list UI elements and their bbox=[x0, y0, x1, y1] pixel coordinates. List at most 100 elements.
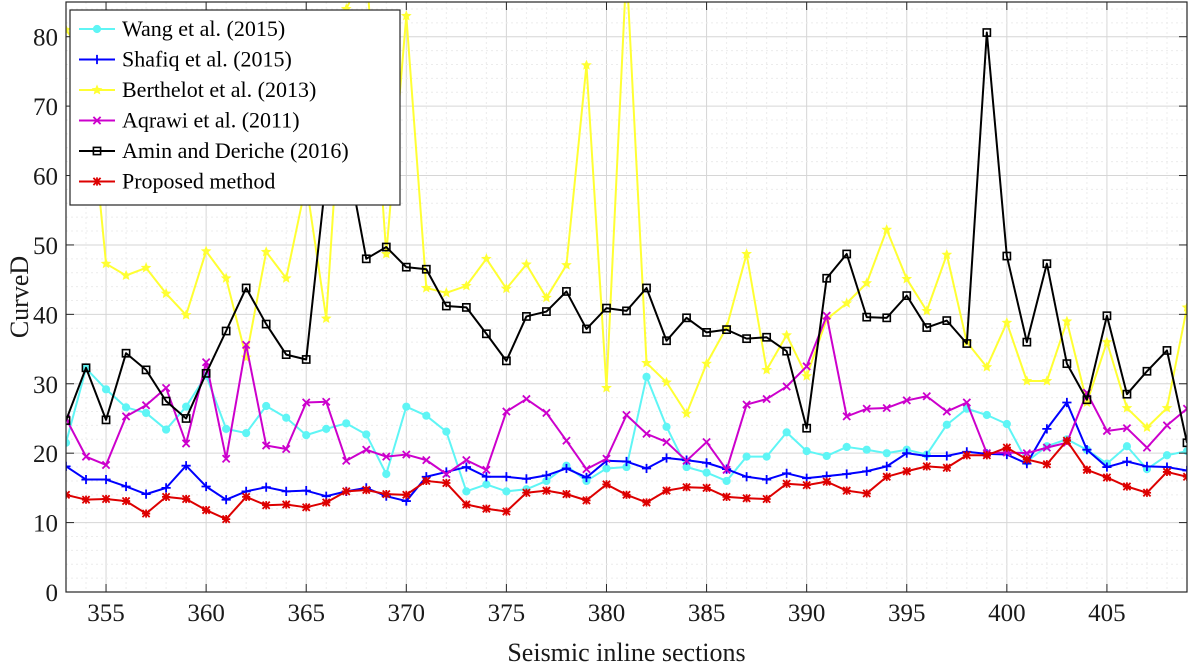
data-point-shafiq-et-al-2015 bbox=[1062, 397, 1072, 408]
data-point-berthelot-et-al-2013 bbox=[220, 272, 232, 283]
data-point-aqrawi-et-al-2011 bbox=[482, 465, 491, 475]
data-point-aqrawi-et-al-2011 bbox=[842, 412, 851, 421]
data-point-wang-et-al-2015 bbox=[422, 411, 431, 420]
data-point-proposed-method bbox=[802, 480, 811, 490]
y-tick-label: 20 bbox=[33, 441, 58, 468]
data-point-berthelot-et-al-2013 bbox=[420, 282, 432, 293]
data-point-aqrawi-et-al-2011 bbox=[1042, 443, 1052, 452]
data-point-berthelot-et-al-2013 bbox=[66, 24, 72, 35]
data-point-proposed-method bbox=[1142, 488, 1152, 497]
data-point-shafiq-et-al-2015 bbox=[1102, 462, 1112, 472]
data-point-shafiq-et-al-2015 bbox=[902, 448, 912, 458]
data-point-aqrawi-et-al-2011 bbox=[342, 456, 351, 466]
series-shafiq-et-al-2015 bbox=[66, 397, 1187, 506]
data-point-amin-and-deriche-2016 bbox=[1082, 395, 1092, 405]
data-point-amin-and-deriche-2016 bbox=[1102, 311, 1112, 321]
data-point-aqrawi-et-al-2011 bbox=[1162, 421, 1172, 430]
y-tick-label: 10 bbox=[33, 511, 58, 538]
x-tick-label: 370 bbox=[388, 600, 426, 627]
data-point-aqrawi-et-al-2011 bbox=[382, 452, 391, 461]
data-point-proposed-method bbox=[742, 494, 751, 503]
data-point-proposed-method bbox=[702, 483, 711, 493]
data-point-wang-et-al-2015 bbox=[502, 487, 511, 496]
data-point-amin-and-deriche-2016 bbox=[261, 319, 271, 329]
data-point-amin-and-deriche-2016 bbox=[361, 254, 371, 264]
data-point-amin-and-deriche-2016 bbox=[181, 414, 191, 423]
data-point-aqrawi-et-al-2011 bbox=[802, 362, 811, 371]
data-point-amin-and-deriche-2016 bbox=[562, 287, 571, 296]
data-point-wang-et-al-2015 bbox=[1122, 442, 1132, 451]
data-point-amin-and-deriche-2016 bbox=[622, 306, 631, 316]
data-point-wang-et-al-2015 bbox=[482, 480, 491, 489]
data-point-proposed-method bbox=[822, 477, 831, 486]
data-point-wang-et-al-2015 bbox=[602, 464, 611, 473]
data-point-proposed-method bbox=[542, 486, 551, 495]
data-point-berthelot-et-al-2013 bbox=[1141, 421, 1153, 433]
data-point-proposed-method bbox=[1102, 473, 1112, 482]
data-point-amin-and-deriche-2016 bbox=[602, 303, 611, 313]
data-point-berthelot-et-al-2013 bbox=[761, 364, 772, 375]
data-point-amin-and-deriche-2016 bbox=[161, 396, 171, 406]
data-point-amin-and-deriche-2016 bbox=[1122, 389, 1132, 399]
data-point-aqrawi-et-al-2011 bbox=[502, 407, 511, 416]
data-point-shafiq-et-al-2015 bbox=[942, 451, 952, 461]
grid-lines bbox=[65, 2, 1188, 593]
data-point-amin-and-deriche-2016 bbox=[401, 262, 411, 272]
data-point-proposed-method bbox=[161, 492, 171, 502]
data-point-aqrawi-et-al-2011 bbox=[822, 311, 831, 320]
data-point-amin-and-deriche-2016 bbox=[542, 307, 551, 316]
data-point-shafiq-et-al-2015 bbox=[161, 483, 171, 493]
data-point-amin-and-deriche-2016 bbox=[822, 273, 832, 283]
data-point-amin-and-deriche-2016 bbox=[522, 312, 531, 321]
data-point-berthelot-et-al-2013 bbox=[1181, 301, 1187, 312]
data-point-amin-and-deriche-2016 bbox=[481, 329, 491, 339]
data-point-wang-et-al-2015 bbox=[101, 385, 111, 394]
plot-frame bbox=[65, 1, 1188, 593]
series-line-amin-and-deriche-2016 bbox=[66, 31, 1187, 443]
data-point-proposed-method bbox=[862, 489, 871, 498]
data-point-wang-et-al-2015 bbox=[322, 424, 331, 433]
data-point-wang-et-al-2015 bbox=[882, 449, 891, 458]
y-tick-label: 0 bbox=[46, 580, 59, 607]
data-point-wang-et-al-2015 bbox=[182, 402, 191, 411]
data-point-berthelot-et-al-2013 bbox=[1161, 402, 1173, 413]
data-point-proposed-method bbox=[562, 489, 571, 499]
data-point-berthelot-et-al-2013 bbox=[641, 357, 652, 368]
data-point-aqrawi-et-al-2011 bbox=[201, 358, 211, 367]
data-point-aqrawi-et-al-2011 bbox=[942, 407, 952, 416]
data-point-wang-et-al-2015 bbox=[842, 442, 851, 452]
data-point-berthelot-et-al-2013 bbox=[140, 262, 152, 273]
data-point-shafiq-et-al-2015 bbox=[561, 463, 572, 474]
x-tick-label: 405 bbox=[1088, 600, 1126, 627]
data-point-berthelot-et-al-2013 bbox=[861, 277, 873, 288]
data-point-amin-and-deriche-2016 bbox=[922, 323, 932, 332]
data-point-amin-and-deriche-2016 bbox=[662, 336, 671, 346]
data-point-amin-and-deriche-2016 bbox=[141, 365, 151, 375]
data-point-proposed-method bbox=[201, 505, 211, 515]
legend-label: Wang et al. (2015) bbox=[122, 16, 285, 41]
data-point-shafiq-et-al-2015 bbox=[621, 456, 632, 467]
data-point-berthelot-et-al-2013 bbox=[781, 329, 792, 340]
data-point-shafiq-et-al-2015 bbox=[261, 482, 271, 492]
data-point-amin-and-deriche-2016 bbox=[902, 291, 912, 301]
data-point-aqrawi-et-al-2011 bbox=[582, 464, 591, 474]
data-point-amin-and-deriche-2016 bbox=[1142, 366, 1152, 376]
data-point-shafiq-et-al-2015 bbox=[461, 462, 471, 472]
data-point-berthelot-et-al-2013 bbox=[901, 273, 913, 284]
data-point-berthelot-et-al-2013 bbox=[1021, 375, 1033, 386]
data-point-proposed-method bbox=[81, 495, 91, 504]
data-point-proposed-method bbox=[962, 451, 972, 460]
data-point-proposed-method bbox=[982, 451, 992, 460]
data-point-proposed-method bbox=[1082, 465, 1092, 475]
legend-label: Berthelot et al. (2013) bbox=[122, 77, 316, 102]
data-point-amin-and-deriche-2016 bbox=[281, 350, 291, 360]
data-point-proposed-method bbox=[842, 486, 851, 495]
y-tick-label: 80 bbox=[33, 25, 58, 52]
legend-label: Aqrawi et al. (2011) bbox=[122, 108, 300, 133]
data-point-proposed-method bbox=[662, 486, 671, 495]
legend-item: Wang et al. (2015) bbox=[79, 16, 285, 41]
legend-label: Shafiq et al. (2015) bbox=[122, 47, 292, 72]
data-point-shafiq-et-al-2015 bbox=[661, 453, 672, 463]
data-point-proposed-method bbox=[602, 480, 611, 489]
data-point-berthelot-et-al-2013 bbox=[1101, 336, 1113, 347]
